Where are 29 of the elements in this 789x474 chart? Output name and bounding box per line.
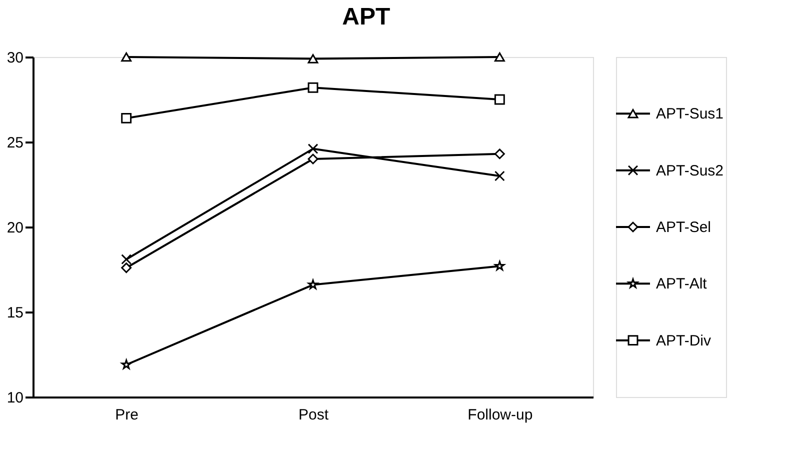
- point: [308, 54, 318, 64]
- y-tick-label: 30: [6, 50, 24, 66]
- point: [494, 94, 505, 105]
- point: [308, 154, 318, 164]
- y-tick-label: 15: [6, 304, 24, 322]
- point: [494, 170, 505, 182]
- point: [308, 82, 318, 93]
- legend-label: APT-Alt: [656, 276, 708, 293]
- point: [494, 148, 505, 160]
- point: [121, 52, 132, 62]
- point: [308, 280, 318, 290]
- point: [494, 260, 505, 270]
- point: [121, 262, 132, 274]
- point: [494, 52, 505, 62]
- chart-title: APT: [342, 4, 390, 30]
- legend-label: APT-Div: [656, 332, 712, 350]
- point: [121, 112, 132, 124]
- legend-label: APT-Sus2: [656, 162, 724, 180]
- point: [308, 144, 318, 154]
- y-tick-label: 20: [6, 220, 24, 236]
- x-tick-label: Pre: [115, 406, 139, 424]
- x-tick-label: Post: [298, 406, 330, 424]
- y-tick-label: 10: [6, 390, 24, 406]
- x-tick-label: Follow-up: [468, 406, 533, 424]
- y-tick-label: 25: [6, 134, 24, 152]
- point: [121, 359, 132, 370]
- point: [121, 254, 132, 265]
- legend-label: APT-Sus1: [656, 106, 724, 123]
- legend-label: APT-Sel: [656, 219, 712, 236]
